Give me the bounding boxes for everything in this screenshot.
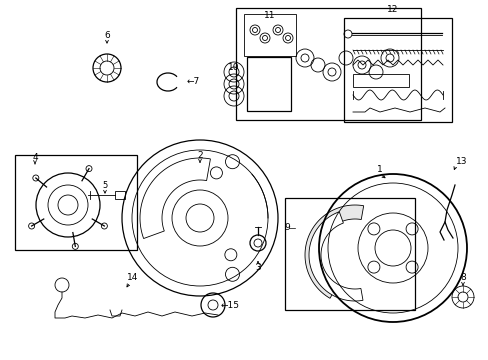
Text: 6: 6 xyxy=(104,31,110,40)
Text: 2: 2 xyxy=(197,150,203,159)
Polygon shape xyxy=(140,158,210,239)
Text: 1: 1 xyxy=(376,166,382,175)
Text: 5: 5 xyxy=(102,181,107,190)
Text: ←7: ←7 xyxy=(186,77,199,86)
Text: 12: 12 xyxy=(386,5,398,14)
Text: 10: 10 xyxy=(228,63,239,72)
Text: ←15: ←15 xyxy=(220,301,239,310)
Text: 4: 4 xyxy=(32,153,38,162)
Text: 11: 11 xyxy=(264,10,275,19)
Text: 14: 14 xyxy=(127,274,139,283)
Text: 8: 8 xyxy=(459,274,465,283)
Text: 9: 9 xyxy=(284,224,289,233)
Text: 3: 3 xyxy=(255,264,260,273)
Text: 13: 13 xyxy=(455,158,467,166)
Polygon shape xyxy=(308,212,362,301)
Polygon shape xyxy=(305,205,363,298)
